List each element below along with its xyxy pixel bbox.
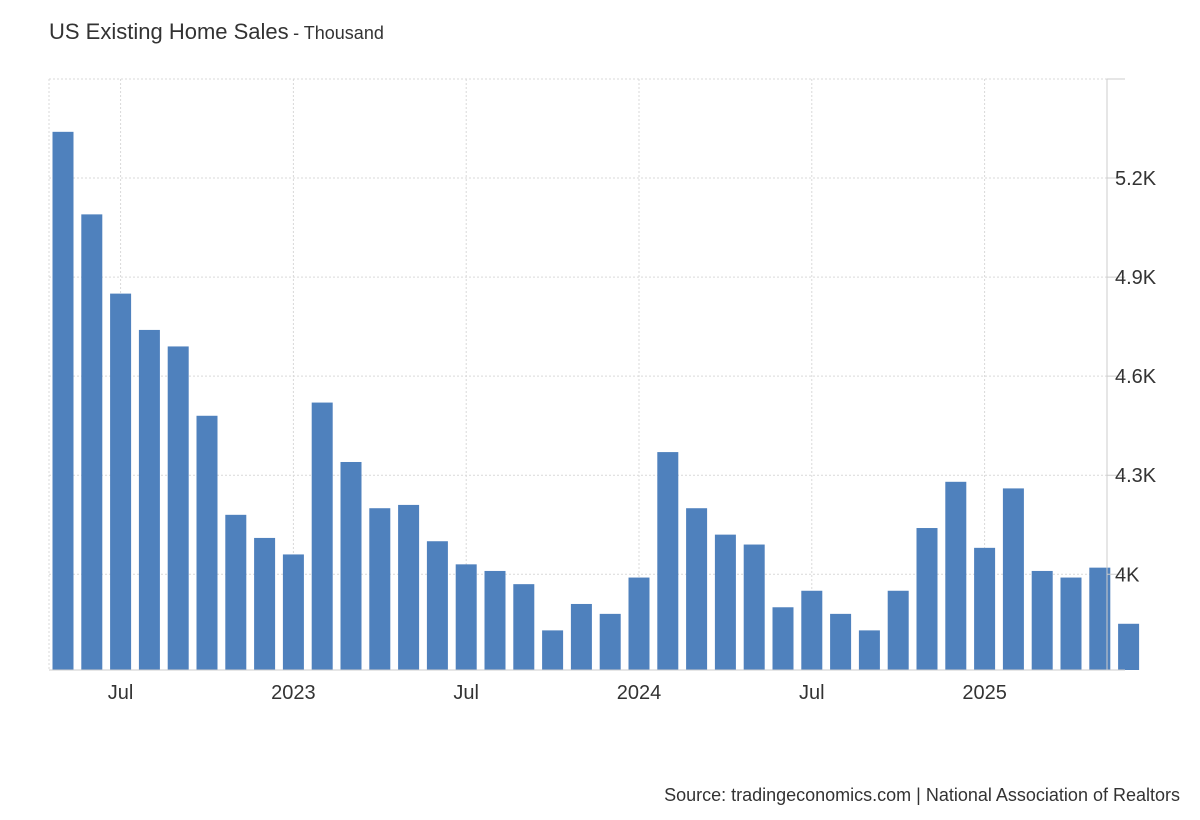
bar	[426, 541, 448, 670]
bar	[398, 504, 420, 670]
x-axis-labels: Jul 2023 Jul 2024 Jul 2025	[108, 682, 1007, 704]
x-tick-label: 2023	[271, 682, 316, 704]
y-tick-label: 4.9K	[1115, 267, 1157, 289]
x-tick-label: Jul	[108, 682, 134, 704]
bar	[1002, 488, 1024, 670]
bar	[369, 508, 391, 670]
y-tick-label: 5.2K	[1115, 168, 1157, 190]
bar	[858, 630, 880, 670]
bar	[542, 630, 564, 670]
bar	[801, 590, 823, 670]
bar	[513, 584, 535, 670]
chart-subtitle: - Thousand	[293, 23, 384, 43]
bar	[570, 603, 592, 670]
bar	[772, 607, 794, 670]
y-tick-label: 4.3K	[1115, 465, 1157, 487]
bar	[657, 452, 679, 670]
bar	[686, 508, 708, 670]
chart-title: US Existing Home Sales - Thousand	[49, 19, 384, 45]
bar	[225, 514, 247, 670]
source-note: Source: tradingeconomics.com | National …	[664, 785, 1180, 805]
bar	[340, 461, 362, 670]
bar	[455, 564, 477, 670]
bar	[830, 613, 852, 670]
x-tick-label: Jul	[453, 682, 479, 704]
bar	[167, 346, 189, 670]
bar	[484, 570, 506, 670]
bar	[138, 329, 160, 670]
bar	[110, 293, 132, 670]
bar	[196, 415, 218, 670]
y-axis-labels: 4K 4.3K 4.6K 4.9K 5.2K	[1115, 168, 1157, 586]
y-tick-label: 4K	[1115, 564, 1140, 586]
bar	[254, 537, 276, 670]
bar	[743, 544, 765, 670]
bar-chart: 4K 4.3K 4.6K 4.9K 5.2K Jul 2023 Jul 2024 Jul 2025	[48, 78, 1157, 704]
chart-title-text: US Existing Home Sales	[49, 19, 289, 44]
bar	[1118, 623, 1140, 670]
bar	[282, 554, 304, 670]
x-tick-label: Jul	[799, 682, 825, 704]
bar	[945, 481, 967, 670]
y-tick-label: 4.6K	[1115, 366, 1157, 388]
bar	[311, 402, 333, 670]
bar-series	[52, 131, 1140, 671]
bar	[628, 577, 650, 670]
bar	[1089, 567, 1111, 670]
x-tick-label: 2025	[962, 682, 1007, 704]
bar	[714, 534, 736, 670]
bar	[1031, 570, 1053, 670]
axes	[49, 78, 1125, 671]
bar	[887, 590, 909, 670]
bar	[1060, 577, 1082, 670]
bar	[974, 547, 996, 670]
bar	[916, 528, 938, 670]
bar	[52, 131, 74, 671]
bar	[599, 613, 621, 670]
x-tick-label: 2024	[617, 682, 662, 704]
bar	[81, 214, 103, 670]
